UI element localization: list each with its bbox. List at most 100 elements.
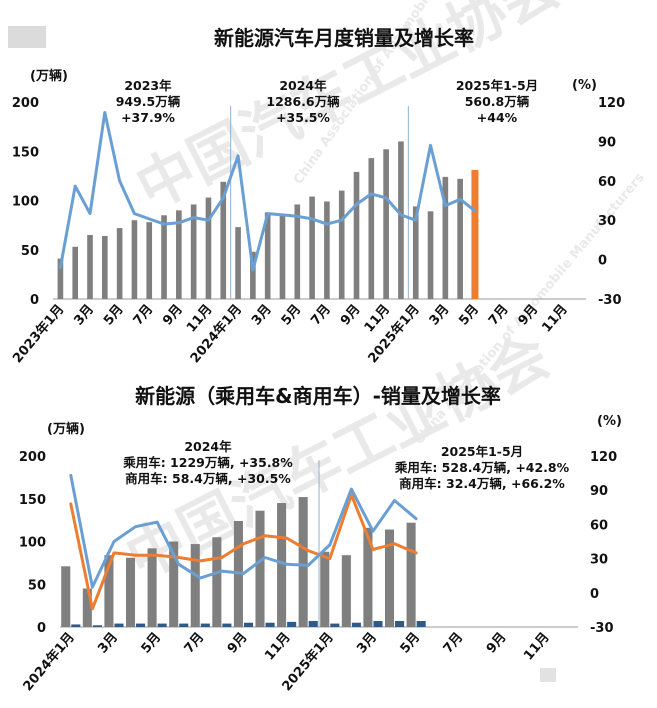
x-tick-label: 9月	[225, 630, 251, 657]
sales-bar	[279, 215, 286, 299]
passenger-sales-bar	[277, 503, 287, 627]
commercial-sales-bar	[179, 623, 189, 627]
y-right-tick-label: 60	[598, 175, 616, 190]
sales-bar	[264, 212, 271, 299]
annotation-line: +44%	[477, 110, 518, 125]
chart1-axes: 0 50 100 150 200 -30 0 30 60 90 120	[12, 96, 625, 308]
chart1-ylabel-left: (万辆)	[30, 68, 68, 84]
sales-bar	[87, 234, 93, 299]
y-right-tick-label: 120	[598, 96, 625, 111]
x-tick-label: 11月	[262, 630, 293, 663]
logo-blur-small	[540, 668, 556, 682]
commercial-sales-bar	[71, 624, 81, 627]
y-left-tick-label: 150	[19, 493, 46, 508]
y-left-tick-label: 200	[19, 450, 46, 465]
passenger-sales-bar	[190, 544, 200, 627]
sales-bar	[338, 190, 345, 299]
sales-bar	[309, 196, 315, 299]
x-tick-label: 5月	[456, 302, 482, 329]
passenger-sales-bar	[341, 555, 351, 627]
annotation-line: 2024年	[279, 78, 327, 93]
commercial-sales-bar	[114, 623, 124, 627]
sales-bar-latest	[471, 169, 479, 299]
sales-bar	[116, 228, 123, 299]
y-right-tick-label: 120	[590, 450, 617, 465]
x-tick-label: 2024年1月	[20, 629, 78, 694]
y-right-tick-label: 90	[590, 484, 608, 499]
annotation-line: 1286.6万辆	[266, 94, 340, 109]
x-tick-label: 5月	[101, 302, 127, 329]
sales-bar	[294, 204, 301, 299]
x-tick-label: 3月	[427, 302, 453, 329]
sales-bar	[146, 222, 153, 299]
y-left-tick-label: 100	[12, 195, 39, 210]
x-tick-label: 7月	[182, 630, 208, 657]
chart1-growth-line	[58, 111, 477, 272]
passenger-growth-line	[69, 493, 418, 611]
chart2-growth-lines	[69, 473, 418, 611]
y-right-tick-label: -30	[598, 293, 622, 308]
sales-bar	[250, 251, 256, 299]
annotation-line: 2023年	[124, 78, 172, 93]
annotation-line: +35.5%	[276, 110, 330, 125]
x-tick-label: 11月	[521, 630, 552, 663]
annotation-line: +37.9%	[121, 110, 175, 125]
y-right-tick-label: 0	[598, 254, 607, 269]
sales-bar	[72, 246, 79, 299]
commercial-sales-bar	[330, 623, 340, 627]
y-left-tick-label: 200	[12, 96, 39, 111]
x-tick-label: 5月	[398, 630, 424, 657]
sales-bar	[57, 258, 64, 299]
chart-monthly-sales: 新能源汽车月度销量及增长率 (万辆) (%) 0 50 100 150 200 -30 0 3…	[9, 26, 625, 366]
x-tick-label: 7月	[308, 302, 334, 329]
y-left-tick-label: 0	[30, 293, 39, 308]
annotation-line: 2025年1-5月	[441, 444, 523, 459]
y-left-tick-label: 0	[37, 621, 46, 636]
commercial-sales-bar	[200, 623, 210, 627]
commercial-sales-bar	[222, 623, 232, 627]
x-tick-label: 11月	[539, 302, 570, 335]
passenger-sales-bar	[104, 555, 114, 627]
annotation-line: 乘用车: 528.4万辆, +42.8%	[394, 460, 570, 475]
commercial-sales-bar	[287, 621, 297, 627]
x-tick-label: 3月	[71, 302, 97, 329]
chart2-title: 新能源（乘用车&商用车）-销量及增长率	[135, 384, 501, 408]
passenger-sales-bar	[169, 541, 179, 627]
passenger-sales-bar	[406, 522, 416, 627]
annotation-line: 949.5万辆	[116, 94, 181, 109]
y-right-tick-label: 0	[590, 587, 599, 602]
annotation-line: 2024年	[184, 439, 232, 454]
commercial-sales-bar	[92, 625, 102, 627]
passenger-sales-bar	[82, 588, 92, 627]
chart1-bars	[57, 141, 479, 299]
y-right-tick-label: 60	[590, 518, 608, 533]
x-tick-label: 3月	[95, 630, 121, 657]
sales-bar	[161, 215, 167, 299]
passenger-sales-bar	[363, 527, 373, 627]
commercial-sales-bar	[136, 623, 146, 627]
passenger-sales-bar	[255, 510, 265, 627]
x-tick-label: 9月	[160, 302, 186, 329]
commercial-sales-bar	[395, 621, 405, 627]
x-tick-label: 5月	[139, 630, 165, 657]
x-tick-label: 3月	[354, 630, 380, 657]
passenger-sales-bar	[298, 497, 308, 627]
annotation-line: 560.8万辆	[465, 94, 530, 109]
x-tick-label: 3月	[249, 302, 275, 329]
commercial-sales-bar	[157, 623, 167, 627]
sales-bar	[205, 197, 212, 299]
sales-bar	[131, 220, 138, 299]
commercial-sales-bar	[265, 622, 275, 627]
sales-bar	[353, 171, 360, 299]
y-left-tick-label: 100	[19, 536, 46, 551]
commercial-growth-line	[69, 473, 418, 589]
sales-bar	[190, 204, 197, 299]
logo-blur	[8, 26, 46, 48]
passenger-sales-bar	[147, 548, 157, 627]
passenger-sales-bar	[320, 551, 330, 627]
commercial-sales-bar	[308, 621, 318, 627]
chart2-ylabel-left: (万辆)	[47, 421, 85, 437]
